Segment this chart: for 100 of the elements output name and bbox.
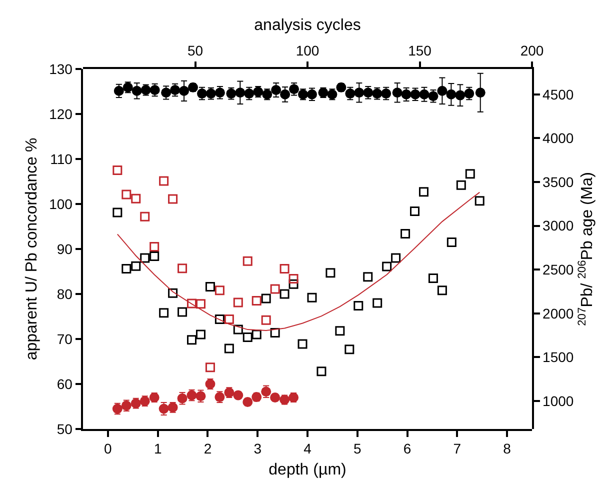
point: [270, 328, 280, 338]
point: [465, 169, 475, 179]
y-tick-label: 100: [49, 196, 73, 212]
y-tick-label: 80: [56, 286, 73, 302]
x-axis-title: depth (µm): [268, 462, 346, 479]
point: [418, 187, 428, 197]
point: [261, 294, 271, 304]
x-axis-title: analysis cycles: [254, 17, 361, 34]
point: [354, 300, 364, 310]
point: [271, 85, 282, 96]
point: [428, 274, 438, 283]
point: [344, 344, 354, 354]
point: [132, 86, 142, 96]
y-tick-label: 50: [56, 420, 73, 437]
point: [150, 251, 160, 261]
point: [122, 190, 132, 200]
y-tick-label: 1500: [542, 349, 574, 366]
point: [140, 253, 150, 263]
point: [168, 288, 178, 298]
point: [326, 268, 336, 278]
point: [112, 166, 122, 175]
x-tick-label: 150: [408, 42, 432, 59]
point: [437, 286, 447, 296]
x-tick-label: 200: [520, 42, 544, 59]
y-tick-label: 110: [50, 150, 73, 167]
y-tick-label: 70: [56, 330, 73, 347]
point: [316, 366, 326, 376]
point: [140, 212, 150, 222]
y-axis-title: apparent U/ Pb concordance %: [23, 138, 40, 360]
y-tick-label: 60: [56, 376, 73, 392]
point: [196, 330, 206, 340]
y-tick-label: 2000: [542, 305, 574, 322]
point: [178, 264, 188, 274]
point: [178, 307, 188, 317]
point: [363, 272, 373, 282]
point: [335, 326, 345, 336]
point: [446, 238, 456, 247]
point: [382, 262, 392, 272]
point: [205, 282, 215, 292]
point: [455, 90, 466, 100]
y-tick-label: 1000: [542, 392, 574, 409]
x-tick-label: 8: [503, 440, 512, 457]
point: [307, 292, 317, 302]
point: [288, 279, 298, 289]
point: [298, 339, 308, 349]
point: [354, 88, 364, 98]
point: [168, 194, 178, 204]
point: [214, 286, 224, 296]
y-tick-label: 4000: [542, 130, 574, 146]
point: [372, 298, 382, 308]
point: [280, 289, 290, 299]
point: [437, 86, 448, 96]
x-tick-label: 5: [353, 440, 362, 457]
y-tick-label: 3500: [542, 174, 574, 190]
point: [205, 362, 215, 372]
line-series: [116, 192, 480, 331]
y-tick-label: 2500: [542, 261, 574, 278]
x-tick-label: 2: [204, 440, 212, 457]
point: [475, 88, 486, 98]
point: [159, 308, 169, 318]
point: [159, 176, 169, 186]
point: [131, 194, 141, 204]
point: [122, 264, 132, 274]
x-tick-label: 3: [254, 440, 262, 457]
point: [242, 332, 252, 342]
x-tick-label: 7: [453, 440, 462, 457]
y-tick-label: 3000: [542, 218, 574, 234]
point: [112, 208, 122, 218]
point: [187, 335, 197, 345]
point: [474, 196, 484, 206]
y-tick-label: 90: [56, 240, 73, 257]
point: [179, 86, 190, 96]
x-tick-label: 4: [304, 440, 312, 457]
point: [150, 242, 160, 252]
point: [446, 89, 456, 100]
point: [224, 314, 234, 324]
x-tick-label: 100: [296, 42, 320, 59]
x-tick-label: 0: [104, 440, 112, 457]
point: [235, 88, 246, 98]
point: [419, 89, 430, 100]
point: [187, 298, 197, 308]
point: [270, 284, 280, 294]
point: [261, 315, 271, 325]
point: [391, 253, 401, 263]
y-tick-label: 4500: [542, 86, 574, 102]
point: [410, 206, 420, 216]
y-tick-label: 120: [49, 106, 73, 122]
point: [196, 299, 206, 309]
point: [252, 296, 262, 306]
x-tick-label: 50: [187, 42, 204, 59]
x-tick-label: 6: [403, 440, 412, 457]
point: [280, 264, 290, 274]
point: [233, 324, 243, 334]
point: [214, 314, 224, 324]
x-tick-label: 1: [154, 440, 162, 457]
point: [242, 256, 252, 266]
point: [392, 88, 402, 98]
point: [456, 180, 466, 190]
point: [224, 344, 234, 354]
point: [280, 89, 290, 100]
